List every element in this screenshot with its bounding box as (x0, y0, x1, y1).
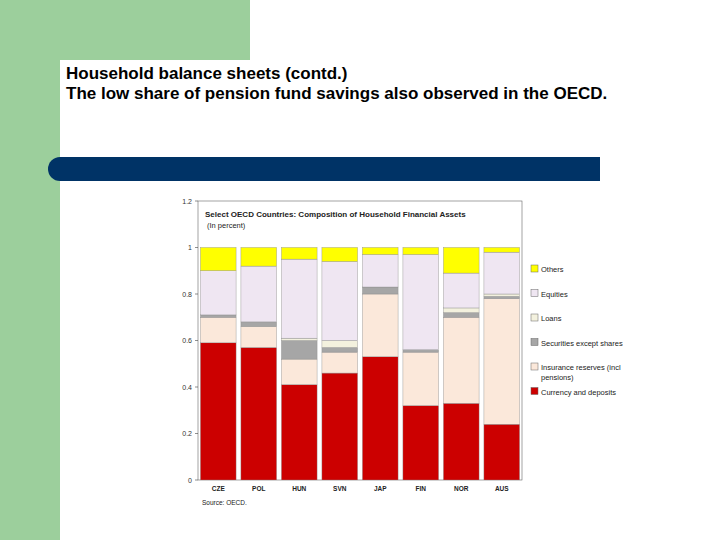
legend-line: Others (541, 265, 564, 274)
slide-subheading: The low share of pension fund savings al… (66, 84, 706, 104)
bar-segment (403, 254, 439, 349)
y-tick (195, 387, 198, 388)
bar-segment (484, 296, 520, 298)
y-tick-label: 1.2 (182, 198, 192, 205)
bar-segment (322, 261, 358, 340)
bar-segment (443, 313, 479, 318)
top-block (60, 0, 250, 60)
slide-title: Household balance sheets (contd.)The low… (66, 64, 706, 104)
bar-segment (484, 294, 520, 296)
legend-label: Currency and deposits (541, 388, 616, 397)
chart-title: Select OECD Countries: Composition of Ho… (205, 210, 466, 219)
bar-segment (200, 343, 236, 480)
plot-frame (198, 201, 522, 480)
y-tick (195, 340, 198, 341)
legend-swatch (531, 314, 538, 321)
bar-segment (322, 373, 358, 480)
legend-swatch (531, 363, 538, 370)
legend-label: Securities except shares (541, 339, 623, 348)
x-tick-label: POL (252, 485, 265, 492)
slide-heading: Household balance sheets (contd.) (66, 64, 706, 84)
y-tick-label: 0.8 (182, 291, 192, 298)
bar-segment (403, 406, 439, 480)
bar-segment (403, 350, 439, 352)
y-tick-label: 1 (188, 244, 192, 251)
x-tick-label: NOR (454, 485, 469, 492)
bar-segment (484, 424, 520, 480)
bar-segment (322, 347, 358, 352)
left-strip (0, 0, 60, 540)
bar-segment (281, 259, 317, 338)
bar-segment (200, 248, 236, 271)
bar-segment (281, 248, 317, 260)
bar-segment (200, 317, 236, 343)
legend-line: pensions) (541, 373, 574, 382)
legend-label: Loans (541, 314, 562, 323)
x-tick-label: AUS (495, 485, 509, 492)
legend-line: Securities except shares (541, 339, 623, 348)
bar-segment (443, 308, 479, 313)
x-tick-label: FIN (416, 485, 427, 492)
x-tick-label: JAP (374, 485, 387, 492)
legend-swatch (531, 388, 538, 395)
x-tick-label: CZE (212, 485, 226, 492)
legend-label: Insurance reserves (inclpensions) (541, 363, 621, 382)
bar-segment (241, 266, 277, 322)
bar-segment (241, 327, 277, 348)
legend-line: Equities (541, 290, 568, 299)
legend-swatch (531, 290, 538, 297)
bar-segment (403, 248, 439, 255)
y-tick-label: 0.4 (182, 384, 192, 391)
y-tick (195, 294, 198, 295)
bar-segment (241, 347, 277, 480)
bar-segment (241, 322, 277, 327)
bar-segment (443, 403, 479, 480)
legend-line: Currency and deposits (541, 388, 616, 397)
y-tick (195, 247, 198, 248)
bar-segment (443, 248, 479, 274)
bar-segment (322, 248, 358, 262)
legend-swatch (531, 339, 538, 346)
bar-segment (322, 341, 358, 348)
bar-segment (484, 299, 520, 425)
y-tick-label: 0.6 (182, 337, 192, 344)
bar-segment (281, 385, 317, 480)
y-tick-label: 0 (188, 477, 192, 484)
bar-segment (443, 273, 479, 308)
bar-segment (362, 294, 398, 357)
bar-segment (281, 359, 317, 385)
x-tick-label: HUN (292, 485, 306, 492)
header-bar-end (580, 157, 600, 181)
y-tick (195, 433, 198, 434)
bar-segment (281, 338, 317, 340)
bar-segment (403, 352, 439, 405)
bar-segment (362, 287, 398, 294)
bar-segment (281, 341, 317, 360)
legend-label: Equities (541, 290, 568, 299)
bar-segment (484, 248, 520, 253)
bar-segment (200, 315, 236, 317)
y-tick (195, 201, 198, 202)
legend-line: Loans (541, 314, 562, 323)
y-tick (195, 480, 198, 481)
bar-segment (443, 317, 479, 403)
legend-label: Others (541, 265, 564, 274)
slide: 0 0.2 0.4 0.6 0.8 1 1.2 CZE POL HUN SVN JAP FIN NOR AU… (0, 0, 720, 540)
bar-segment (362, 248, 398, 255)
chart-subtitle: (In percent) (207, 221, 246, 230)
y-tick-label: 0.2 (182, 430, 192, 437)
legend-swatch (531, 265, 538, 272)
header-bar (48, 157, 600, 181)
bar-segment (322, 352, 358, 373)
x-tick-label: SVN (333, 485, 347, 492)
legend-line: Insurance reserves (incl (541, 363, 621, 372)
source: Source: OECD. (202, 499, 247, 506)
bar-segment (241, 248, 277, 267)
bars (200, 248, 519, 481)
bar-segment (484, 252, 520, 294)
bar-segment (362, 254, 398, 287)
bar-segment (200, 271, 236, 315)
bar-segment (362, 357, 398, 480)
